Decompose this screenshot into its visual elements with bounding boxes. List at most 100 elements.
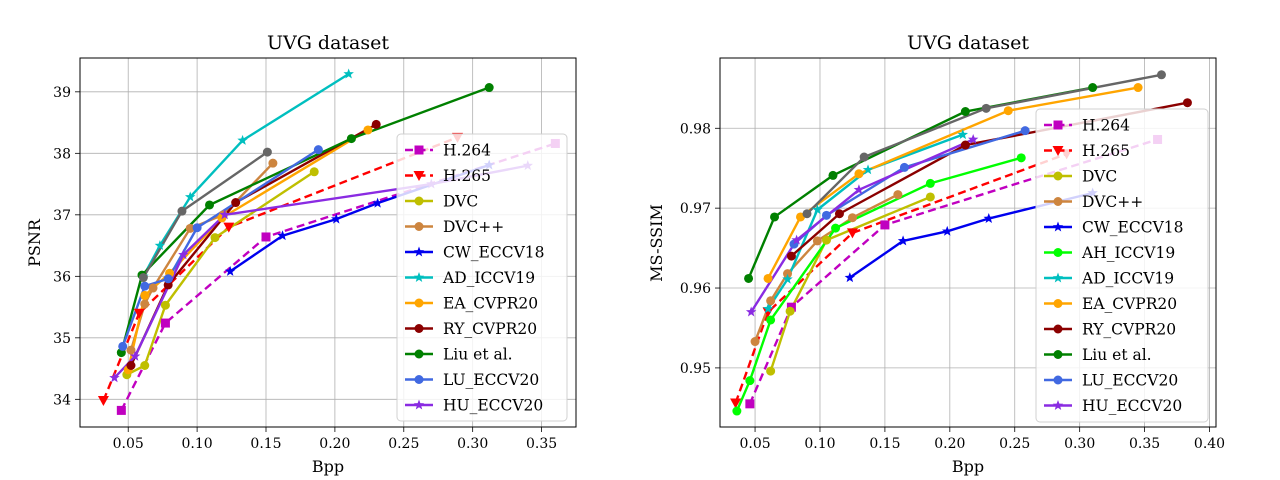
data-point-h-265 bbox=[97, 396, 109, 407]
legend-marker-h-264 bbox=[414, 145, 424, 155]
series-line-gray bbox=[806, 73, 1162, 215]
chart-title: UVG dataset bbox=[907, 32, 1029, 54]
legend-label-h-265: H.265 bbox=[1082, 142, 1130, 160]
data-point-ea-cvpr20 bbox=[854, 169, 864, 179]
legend-label-ea-cvpr20: EA_CVPR20 bbox=[443, 295, 538, 313]
x-tick-label: 0.15 bbox=[869, 436, 900, 452]
data-point-h-265 bbox=[762, 307, 774, 318]
y-tick-label: 39 bbox=[53, 85, 71, 101]
legend-marker-dvc bbox=[1053, 171, 1063, 181]
data-point-cw-eccv18 bbox=[331, 213, 342, 224]
legend-marker-liu-et-al bbox=[414, 349, 424, 359]
x-tick-label: 0.25 bbox=[999, 436, 1030, 452]
y-tick-label: 0.98 bbox=[680, 121, 711, 137]
data-point-dvc bbox=[268, 158, 278, 168]
data-point-liu-et-al bbox=[346, 134, 356, 144]
legend-marker-ah-iccv19 bbox=[1053, 248, 1063, 257]
data-point-dvc bbox=[847, 213, 857, 223]
x-tick-label: 0.10 bbox=[804, 436, 835, 452]
data-point-dvc bbox=[785, 306, 795, 316]
data-point-lu-eccv20 bbox=[140, 281, 150, 291]
legend-label-ad-iccv19: AD_ICCV19 bbox=[1081, 270, 1174, 288]
data-point-dvc bbox=[812, 236, 822, 246]
legend-label-hu-eccv20: HU_ECCV20 bbox=[443, 397, 543, 415]
data-point-ad-iccv19 bbox=[237, 134, 248, 145]
data-point-ad-iccv19 bbox=[762, 303, 774, 314]
legend-label-h-264: H.264 bbox=[443, 142, 491, 160]
data-point-ry-cvpr20 bbox=[371, 119, 381, 129]
legend-marker-ry-cvpr20 bbox=[414, 324, 424, 333]
legend-label-dvc: DVC++ bbox=[443, 218, 504, 236]
series-line-ah-iccv19 bbox=[735, 156, 1022, 412]
data-point-lu-eccv20 bbox=[163, 274, 173, 284]
legend-marker-h-265 bbox=[1052, 146, 1064, 156]
y-tick-label: 38 bbox=[53, 146, 71, 162]
data-point-gray bbox=[138, 273, 148, 283]
data-point-hu-eccv20 bbox=[791, 234, 802, 245]
legend-marker-cw-eccv18 bbox=[413, 246, 425, 257]
x-tick-label: 0.05 bbox=[739, 436, 770, 452]
data-point-dvc bbox=[126, 345, 136, 355]
data-point-hu-eccv20 bbox=[109, 372, 120, 383]
data-point-ad-iccv19 bbox=[343, 68, 354, 79]
legend-label-dvc: DVC bbox=[1082, 168, 1117, 186]
x-tick-label: 0.30 bbox=[457, 436, 488, 452]
data-point-ry-cvpr20 bbox=[163, 280, 173, 290]
data-point-ad-iccv19 bbox=[957, 129, 969, 140]
data-point-hu-eccv20 bbox=[853, 184, 865, 195]
x-tick-label: 0.40 bbox=[1194, 436, 1225, 452]
y-axis-label: MS-SSIM bbox=[647, 204, 666, 282]
data-point-lu-eccv20 bbox=[1020, 126, 1030, 136]
data-point-ry-cvpr20 bbox=[231, 198, 241, 208]
data-point-gray bbox=[802, 209, 812, 219]
legend-label-h-265: H.265 bbox=[443, 167, 491, 185]
legend-label-cw-eccv18: CW_ECCV18 bbox=[1082, 219, 1184, 237]
legend-marker-lu-eccv20 bbox=[414, 375, 424, 384]
data-point-dvc bbox=[750, 337, 760, 347]
data-point-cw-eccv18 bbox=[372, 197, 383, 208]
data-point-h-264 bbox=[160, 318, 170, 328]
y-tick-label: 35 bbox=[53, 331, 71, 347]
data-point-h-264 bbox=[745, 399, 755, 409]
data-point-cw-eccv18 bbox=[224, 265, 236, 276]
legend-marker-ea-cvpr20 bbox=[1053, 299, 1063, 308]
data-point-ah-iccv19 bbox=[1016, 153, 1026, 163]
legend-marker-dvc bbox=[414, 222, 424, 231]
legend-marker-ad-iccv19 bbox=[1052, 272, 1064, 283]
data-point-hu-eccv20 bbox=[219, 209, 230, 220]
data-point-liu-et-al bbox=[744, 273, 754, 283]
data-point-ry-cvpr20 bbox=[1182, 98, 1192, 108]
data-point-hu-eccv20 bbox=[129, 350, 141, 361]
data-point-liu-et-al bbox=[484, 83, 494, 93]
y-tick-label: 37 bbox=[53, 208, 71, 224]
series-line-h-264 bbox=[748, 138, 1158, 405]
legend-label-cw-eccv18: CW_ECCV18 bbox=[443, 244, 545, 262]
legend-box bbox=[1035, 108, 1209, 423]
legend-label-lu-eccv20: LU_ECCV20 bbox=[443, 371, 539, 389]
data-point-lu-eccv20 bbox=[899, 162, 909, 172]
legend-label-hu-eccv20: HU_ECCV20 bbox=[1082, 397, 1182, 415]
legend-marker-cw-eccv18 bbox=[1052, 221, 1064, 232]
legend-label-ry-cvpr20: RY_CVPR20 bbox=[1082, 321, 1176, 339]
data-point-liu-et-al bbox=[828, 170, 838, 180]
data-point-lu-eccv20 bbox=[118, 341, 128, 351]
legend-marker-h-264 bbox=[1053, 120, 1063, 130]
data-point-gray bbox=[262, 147, 272, 157]
x-tick-label: 0.20 bbox=[934, 436, 965, 452]
y-tick-label: 0.97 bbox=[680, 201, 711, 217]
legend-label-ea-cvpr20: EA_CVPR20 bbox=[1082, 295, 1177, 313]
y-tick-label: 36 bbox=[53, 269, 71, 285]
data-point-dvc bbox=[140, 361, 150, 370]
data-point-dvc bbox=[766, 296, 776, 306]
legend: H.264 H.265 DVC DVC++ CW_ECCV18 AH_ICCV19 AD_I… bbox=[1035, 108, 1209, 423]
plot-frame bbox=[719, 57, 1217, 428]
data-point-ea-cvpr20 bbox=[363, 125, 373, 135]
legend-marker-liu-et-al bbox=[1053, 350, 1063, 359]
data-point-cw-eccv18 bbox=[277, 230, 288, 241]
y-axis-label: PSNR bbox=[25, 218, 44, 267]
x-tick-label: 0.30 bbox=[1064, 436, 1095, 452]
data-point-dvc bbox=[160, 300, 170, 310]
legend-label-ad-iccv19: AD_ICCV19 bbox=[442, 269, 535, 287]
data-point-lu-eccv20 bbox=[821, 210, 831, 220]
x-tick-label: 0.20 bbox=[319, 436, 350, 452]
